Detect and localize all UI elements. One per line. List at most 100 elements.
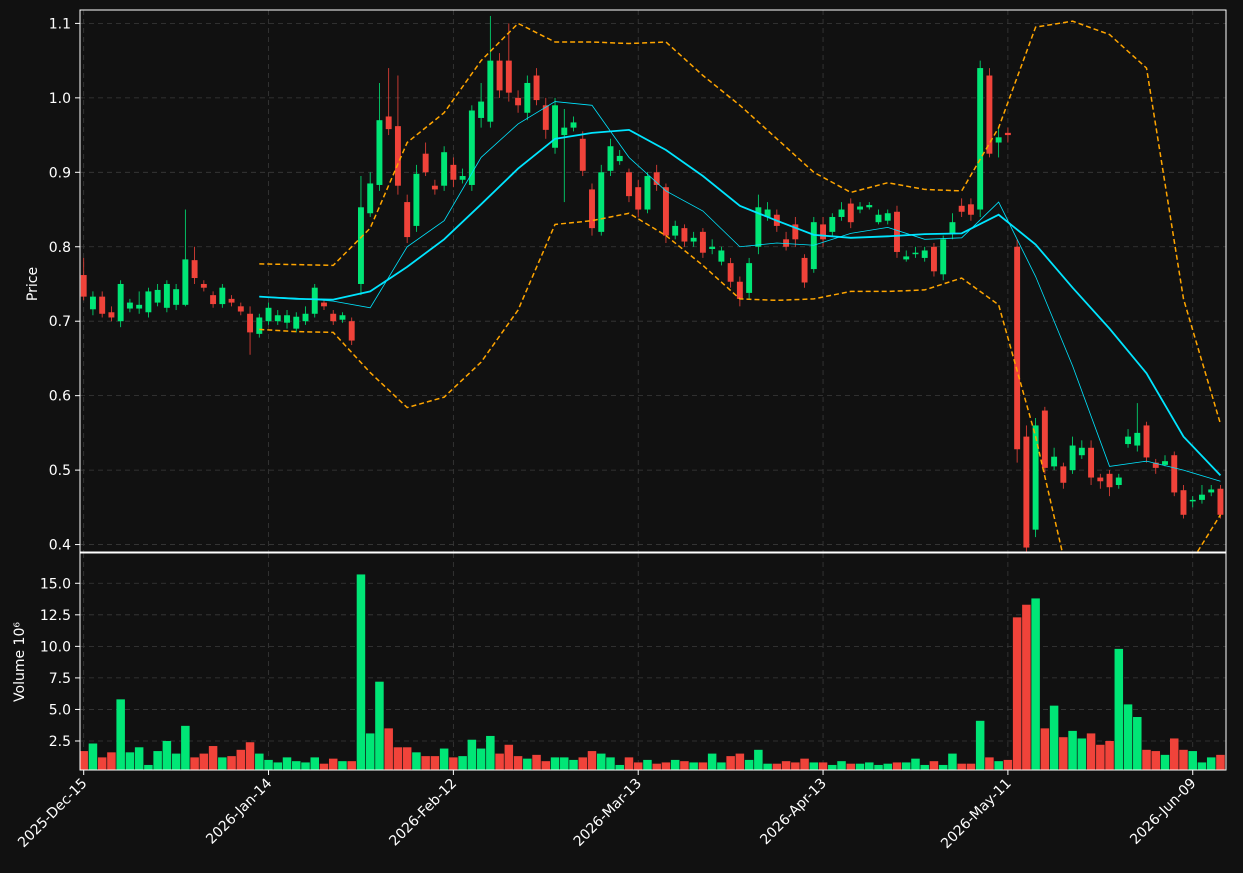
volume-bar (458, 756, 467, 770)
candle-body (357, 207, 364, 284)
candle-body (431, 185, 438, 190)
volume-bar (1096, 744, 1105, 770)
y-tick-label: 0.4 (49, 538, 71, 554)
candle-body (1097, 477, 1104, 482)
candle-body (783, 239, 790, 247)
volume-bar (1040, 728, 1050, 770)
candle-body (394, 126, 401, 186)
volume-bar (116, 699, 125, 770)
volume-bar (892, 762, 902, 770)
candle-body (598, 172, 605, 232)
candle-body (89, 296, 96, 310)
volume-bar (1188, 751, 1197, 770)
volume-bar (1151, 751, 1161, 770)
candle-body (515, 97, 522, 106)
candle-body (866, 205, 873, 208)
volume-bar (1068, 730, 1077, 770)
candle-body (995, 137, 1002, 143)
volume-bar (375, 681, 384, 770)
volume-bar (929, 761, 939, 770)
candle-body (644, 176, 651, 210)
candle-body (1088, 447, 1095, 478)
candle-body (542, 105, 549, 130)
y-tick-label: 0.6 (49, 389, 71, 405)
candle-body (579, 138, 586, 171)
candle-body (718, 250, 725, 262)
candle-body (126, 302, 133, 309)
volume-bar (208, 746, 218, 770)
volume-bar (874, 764, 883, 770)
volume-bar (698, 762, 708, 770)
candle-body (801, 257, 808, 283)
volume-bar (347, 761, 356, 770)
candle-body (764, 209, 771, 217)
candle-body (1134, 432, 1141, 446)
volume-bar (319, 763, 329, 770)
volume-bar (504, 744, 514, 770)
candle-body (524, 82, 531, 113)
volume-bar (966, 763, 976, 770)
candle-body (210, 295, 217, 305)
candle-body (376, 120, 383, 185)
volume-bar (541, 761, 551, 770)
candle-body (173, 289, 180, 305)
volume-bar (865, 762, 874, 770)
candle-body (626, 172, 632, 197)
candle-body (348, 321, 355, 341)
volume-bar (717, 762, 726, 770)
candle-body (616, 155, 623, 162)
volume-bar (652, 763, 661, 770)
candle-body (117, 283, 124, 322)
volume-bar (818, 762, 828, 770)
volume-bar (134, 747, 144, 770)
volume-bar (744, 759, 754, 770)
volume-bar (569, 759, 578, 770)
candle-body (977, 68, 984, 210)
candle-body (108, 312, 115, 318)
volume-bar (596, 753, 606, 770)
volume-bar (199, 753, 209, 770)
candle-body (284, 315, 290, 323)
volume-bar (1142, 749, 1151, 770)
candle-body (894, 211, 900, 252)
volume-bar (680, 761, 689, 770)
volume-bar (948, 753, 957, 770)
candle-body (1180, 490, 1187, 515)
volume-bar (393, 747, 403, 770)
volume-bar (236, 749, 246, 770)
candle-body (1106, 473, 1113, 488)
volume-frame (79, 552, 1227, 771)
volume-bar (125, 752, 135, 770)
candle-body (1115, 477, 1122, 485)
candle-body (607, 146, 614, 171)
volume-bar (772, 763, 782, 770)
volume-bar (846, 763, 856, 770)
volume-bar (1160, 754, 1170, 770)
volume-bar (476, 748, 486, 770)
volume-bar (273, 762, 283, 770)
candle-body (404, 202, 411, 238)
volume-bar (578, 757, 588, 770)
candle-body (1162, 461, 1168, 465)
candle-body (422, 153, 429, 173)
volume-bar (171, 753, 181, 770)
candle-body (182, 259, 189, 305)
candle-body (792, 224, 799, 240)
candle-body (1125, 436, 1131, 445)
candle-body (302, 313, 309, 322)
volume-bar (495, 753, 504, 770)
volume-bar (550, 757, 560, 770)
volume-bar (1123, 704, 1133, 770)
candle-body (755, 207, 762, 247)
volume-bar (338, 761, 347, 770)
volume-bar (153, 751, 162, 770)
candle-body (1023, 436, 1030, 548)
candle-body (145, 291, 152, 313)
volume-bar (310, 757, 319, 770)
candle-body (505, 60, 512, 93)
y-tick-label: 0.5 (49, 463, 71, 479)
candle-body (1143, 425, 1150, 458)
candle-body (1004, 132, 1011, 136)
candle-body (163, 283, 170, 308)
